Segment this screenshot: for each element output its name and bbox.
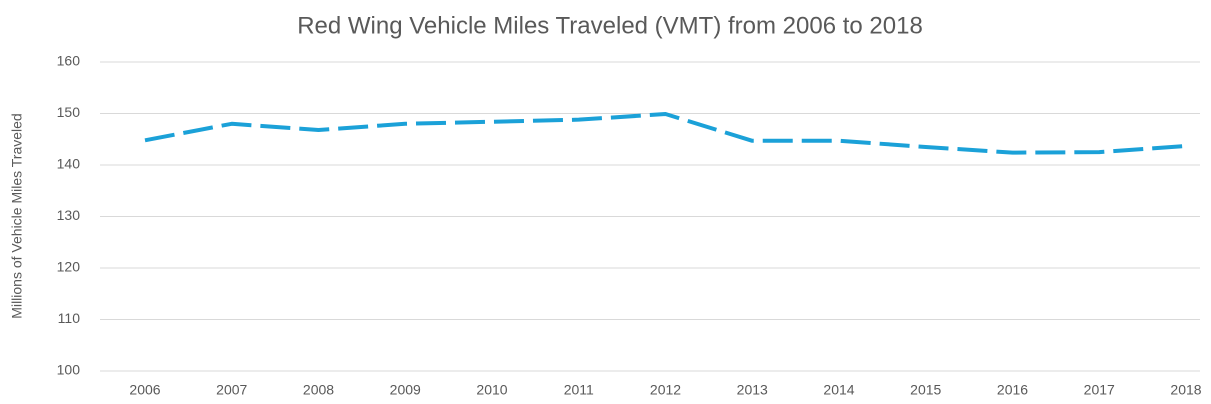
x-tick-label: 2010 bbox=[476, 382, 507, 398]
y-tick-label: 110 bbox=[58, 310, 81, 326]
y-tick-label: 150 bbox=[57, 104, 81, 120]
x-tick-label: 2014 bbox=[823, 382, 854, 398]
x-tick-label: 2015 bbox=[910, 382, 941, 398]
y-axis-label: Millions of Vehicle Miles Traveled bbox=[9, 113, 25, 318]
y-tick-label: 120 bbox=[57, 259, 81, 275]
x-tick-label: 2006 bbox=[129, 382, 160, 398]
data-line bbox=[144, 112, 1187, 155]
x-tick-label: 2016 bbox=[997, 382, 1028, 398]
chart-title: Red Wing Vehicle Miles Traveled (VMT) fr… bbox=[297, 12, 923, 39]
y-tick-label: 100 bbox=[57, 362, 81, 378]
x-tick-label: 2012 bbox=[650, 382, 681, 398]
x-tick-label: 2011 bbox=[564, 382, 594, 398]
x-tick-label: 2017 bbox=[1084, 382, 1115, 398]
x-tick-label: 2018 bbox=[1170, 382, 1201, 398]
x-tick-label: 2009 bbox=[390, 382, 421, 398]
x-tick-label: 2008 bbox=[303, 382, 334, 398]
x-tick-label: 2013 bbox=[737, 382, 768, 398]
y-tick-label: 130 bbox=[57, 207, 81, 223]
y-tick-label: 140 bbox=[57, 156, 81, 172]
x-tick-label: 2007 bbox=[216, 382, 247, 398]
y-tick-label: 160 bbox=[57, 53, 81, 69]
